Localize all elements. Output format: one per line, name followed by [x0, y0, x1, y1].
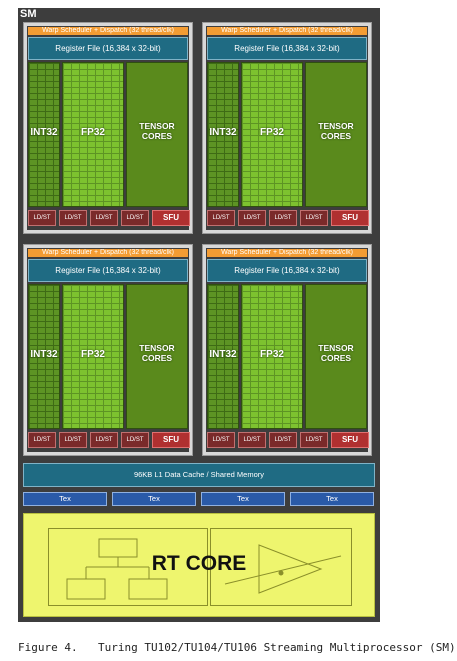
tex-unit: Tex [290, 492, 374, 506]
sfu-unit: SFU [331, 432, 369, 448]
ldst-unit: LD/ST [59, 432, 87, 448]
ldst-sfu-row: LD/ST LD/ST LD/ST LD/ST SFU [28, 432, 190, 448]
tensor-cores-label: TENSOR CORES [139, 121, 175, 141]
sm-label: SM [20, 8, 37, 20]
ldst-unit: LD/ST [300, 432, 328, 448]
register-file: Register File (16,384 x 32-bit) [207, 37, 367, 60]
int32-label: INT32 [209, 127, 237, 138]
processing-block-3: Warp Scheduler + Dispatch (32 thread/clk… [23, 244, 193, 456]
tex-unit: Tex [112, 492, 196, 506]
processing-block-1: Warp Scheduler + Dispatch (32 thread/clk… [23, 22, 193, 234]
l1-data-cache: 96KB L1 Data Cache / Shared Memory [23, 463, 375, 487]
int32-units: INT32 [28, 284, 60, 429]
fp32-label: FP32 [260, 349, 284, 360]
bvh-tree-icon [66, 538, 168, 600]
register-file: Register File (16,384 x 32-bit) [207, 259, 367, 282]
warp-scheduler: Warp Scheduler + Dispatch (32 thread/clk… [207, 249, 367, 257]
ldst-unit: LD/ST [207, 432, 235, 448]
ldst-unit: LD/ST [28, 210, 56, 226]
ldst-unit: LD/ST [238, 432, 266, 448]
fp32-label: FP32 [81, 127, 105, 138]
ldst-unit: LD/ST [90, 432, 118, 448]
tex-unit: Tex [201, 492, 285, 506]
ray-triangle-intersection-box [210, 528, 352, 606]
tensor-cores-label: TENSOR CORES [318, 343, 354, 363]
streaming-multiprocessor: SM Warp Scheduler + Dispatch (32 thread/… [18, 8, 380, 622]
ldst-unit: LD/ST [238, 210, 266, 226]
tensor-cores: TENSOR CORES [305, 62, 367, 207]
fp32-units: FP32 [62, 284, 124, 429]
rt-core-block: RT CORE [23, 513, 375, 617]
fp32-units: FP32 [241, 284, 303, 429]
warp-scheduler: Warp Scheduler + Dispatch (32 thread/clk… [28, 27, 188, 35]
warp-scheduler: Warp Scheduler + Dispatch (32 thread/clk… [207, 27, 367, 35]
ldst-unit: LD/ST [121, 432, 149, 448]
warp-scheduler: Warp Scheduler + Dispatch (32 thread/clk… [28, 249, 188, 257]
int32-units: INT32 [207, 284, 239, 429]
ldst-unit: LD/ST [90, 210, 118, 226]
fp32-units: FP32 [62, 62, 124, 207]
tensor-cores: TENSOR CORES [126, 284, 188, 429]
ldst-unit: LD/ST [59, 210, 87, 226]
ldst-unit: LD/ST [121, 210, 149, 226]
processing-block-2: Warp Scheduler + Dispatch (32 thread/clk… [202, 22, 372, 234]
ldst-sfu-row: LD/ST LD/ST LD/ST LD/ST SFU [28, 210, 190, 226]
fp32-units: FP32 [241, 62, 303, 207]
sfu-unit: SFU [152, 432, 190, 448]
ldst-unit: LD/ST [300, 210, 328, 226]
ldst-sfu-row: LD/ST LD/ST LD/ST LD/ST SFU [207, 432, 369, 448]
register-file: Register File (16,384 x 32-bit) [28, 259, 188, 282]
ldst-unit: LD/ST [28, 432, 56, 448]
figure-caption: Figure 4. Turing TU102/TU104/TU106 Stream… [18, 641, 456, 654]
int32-units: INT32 [207, 62, 239, 207]
bvh-traversal-box [48, 528, 208, 606]
tensor-cores: TENSOR CORES [126, 62, 188, 207]
tex-unit: Tex [23, 492, 107, 506]
tensor-cores-label: TENSOR CORES [318, 121, 354, 141]
sfu-unit: SFU [331, 210, 369, 226]
int32-label: INT32 [209, 349, 237, 360]
sfu-unit: SFU [152, 210, 190, 226]
triangle-intersection-icon [224, 544, 342, 594]
ldst-unit: LD/ST [269, 210, 297, 226]
register-file: Register File (16,384 x 32-bit) [28, 37, 188, 60]
ldst-sfu-row: LD/ST LD/ST LD/ST LD/ST SFU [207, 210, 369, 226]
figure-title: Turing TU102/TU104/TU106 Streaming Multi… [98, 641, 456, 654]
ldst-unit: LD/ST [269, 432, 297, 448]
fp32-label: FP32 [81, 349, 105, 360]
int32-units: INT32 [28, 62, 60, 207]
ldst-unit: LD/ST [207, 210, 235, 226]
tensor-cores: TENSOR CORES [305, 284, 367, 429]
fp32-label: FP32 [260, 127, 284, 138]
rt-core-label: RT CORE [151, 552, 247, 575]
int32-label: INT32 [30, 349, 58, 360]
processing-block-4: Warp Scheduler + Dispatch (32 thread/clk… [202, 244, 372, 456]
figure-number: Figure 4. [18, 641, 78, 654]
tensor-cores-label: TENSOR CORES [139, 343, 175, 363]
int32-label: INT32 [30, 127, 58, 138]
